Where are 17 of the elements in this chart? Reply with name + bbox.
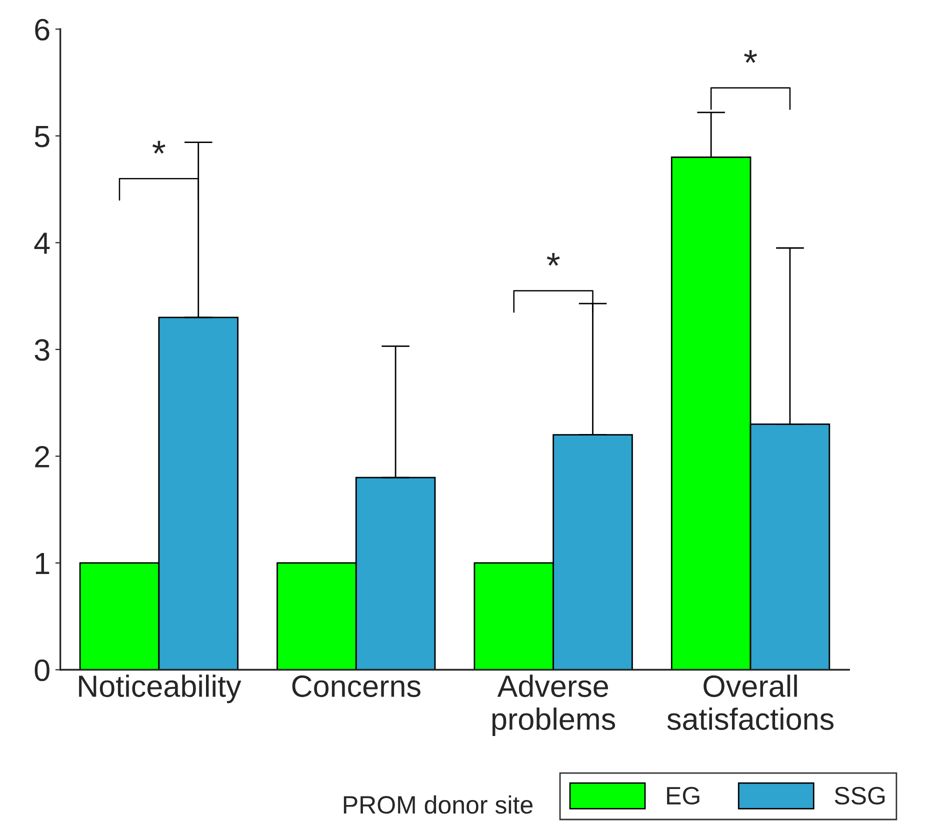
legend-title: PROM donor site (344, 795, 532, 814)
y-tick-label: 6 (35, 18, 50, 40)
x-tick-label: Noticeability (79, 674, 242, 704)
y-tick-label: 2 (35, 446, 50, 468)
y-tick-label: 4 (34, 232, 50, 254)
annotation: * (546, 253, 560, 266)
annotation: * (152, 140, 166, 154)
x-tick-label: Concerns (292, 675, 420, 698)
y-tick-label: 3 (34, 339, 50, 361)
legend-label: EG (667, 786, 700, 805)
x-tick-label: Adverse problems (492, 674, 616, 736)
y-tick-label: 1 (36, 553, 50, 574)
y-tick-label: 5 (34, 126, 50, 148)
annotation: * (744, 50, 757, 63)
legend-label: SSG (834, 786, 885, 805)
x-tick-label: Overall satisfactions (667, 674, 834, 730)
y-tick-label: 0 (34, 659, 50, 682)
